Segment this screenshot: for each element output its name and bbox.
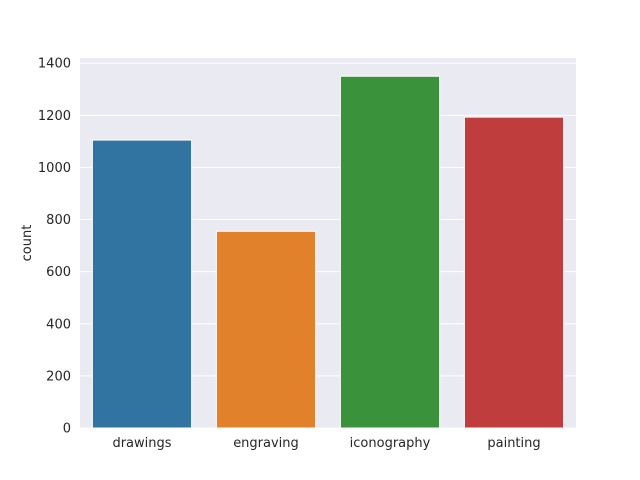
y-tick-label: 600: [46, 265, 71, 280]
y-tick-label: 400: [46, 317, 71, 332]
y-axis-ticks: 0 200 400 600 800 1000 1200 1400: [38, 57, 71, 437]
bars: [91, 75, 565, 429]
bar-drawings: [91, 139, 193, 429]
bar-engraving: [215, 230, 317, 429]
x-tick-label: engraving: [233, 436, 299, 451]
y-tick-label: 200: [46, 369, 71, 384]
y-tick-label: 1000: [38, 161, 71, 176]
x-tick-label: painting: [487, 436, 540, 451]
y-axis-label: count: [20, 225, 35, 262]
y-tick-label: 1400: [38, 57, 71, 72]
bar-iconography: [339, 75, 441, 429]
x-axis-ticks: drawings engraving iconography painting: [112, 436, 540, 451]
x-tick-label: drawings: [112, 436, 171, 451]
x-tick-label: iconography: [350, 436, 431, 451]
bar-painting: [463, 116, 565, 429]
y-tick-label: 0: [63, 422, 71, 437]
y-tick-label: 1200: [38, 109, 71, 124]
y-tick-label: 800: [46, 213, 71, 228]
